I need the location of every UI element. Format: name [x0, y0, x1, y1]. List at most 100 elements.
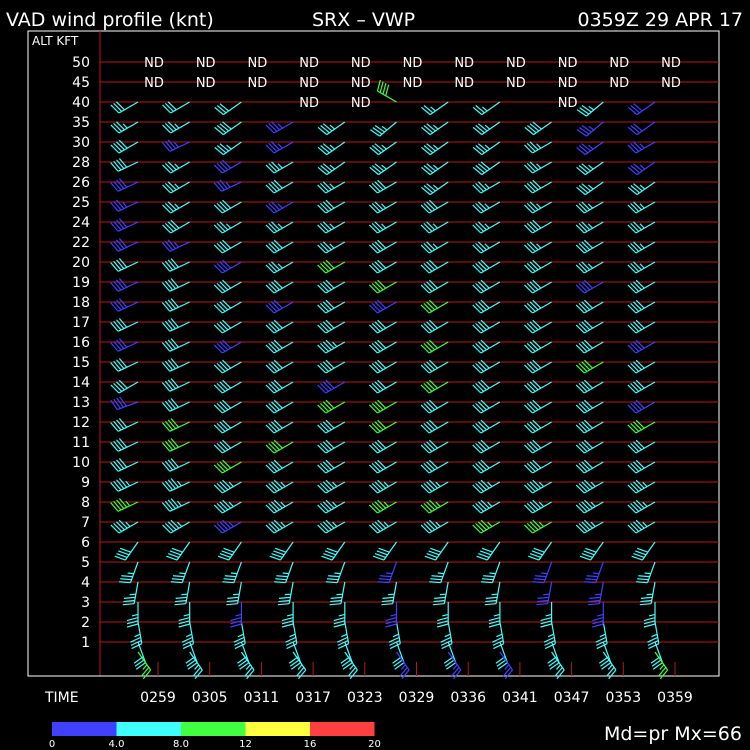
barb-flag	[175, 599, 187, 603]
barb-flag	[475, 502, 485, 512]
altitude-tick-label: 13	[72, 395, 90, 411]
barb-flag	[194, 669, 203, 680]
barb-flag	[116, 299, 125, 309]
barb-flag	[110, 262, 119, 272]
barb-flag	[368, 484, 378, 494]
wind-barb	[292, 651, 307, 680]
barb-half-flag	[484, 144, 491, 150]
wind-barb	[602, 651, 617, 680]
wind-barb	[213, 221, 242, 234]
barb-flag	[377, 499, 387, 509]
barb-flag	[475, 242, 485, 252]
barb-flag	[271, 141, 281, 151]
barb-flag	[216, 342, 226, 352]
barb-flag	[420, 444, 430, 454]
barb-flag	[110, 342, 119, 352]
barb-flag	[319, 262, 329, 272]
barb-shaft	[117, 301, 139, 312]
barb-flag	[167, 299, 177, 309]
barb-flag	[171, 547, 183, 553]
barb-flag	[271, 481, 281, 491]
barb-flag	[161, 442, 171, 452]
barb-shaft	[223, 141, 242, 156]
barb-shaft	[377, 401, 397, 414]
barb-flag	[584, 479, 593, 489]
barb-flag	[576, 109, 587, 117]
barb-flag	[632, 521, 642, 531]
barb-half-flag	[174, 183, 180, 189]
barb-shaft	[325, 521, 346, 534]
barb-half-flag	[183, 613, 190, 617]
barb-flag	[423, 442, 433, 452]
barb-flag	[480, 399, 490, 409]
barb-flag	[224, 575, 237, 578]
barb-shaft	[117, 481, 139, 492]
barb-flag	[423, 462, 433, 472]
barb-flag	[268, 162, 278, 172]
barb-flag	[630, 165, 640, 174]
barb-flag	[167, 439, 177, 449]
barb-shaft	[532, 421, 552, 434]
wind-barb	[472, 161, 501, 176]
barb-flag	[421, 186, 431, 196]
barb-flag	[529, 381, 539, 391]
barb-flag	[377, 279, 387, 289]
barb-flag	[528, 555, 540, 561]
barb-flag	[285, 636, 297, 643]
barb-shaft	[170, 201, 190, 214]
barb-flag	[483, 575, 495, 578]
barb-shaft	[635, 341, 656, 354]
barb-flag	[584, 239, 593, 249]
barb-shaft	[636, 121, 656, 136]
barb-flag	[115, 121, 125, 131]
barb-half-flag	[329, 144, 336, 150]
barb-shaft	[117, 361, 139, 372]
barb-flag	[374, 421, 384, 431]
barb-flag	[374, 181, 384, 191]
barb-flag	[579, 127, 590, 135]
barb-flag	[371, 422, 381, 432]
barb-shaft	[170, 221, 190, 234]
wind-barb	[480, 561, 501, 584]
wind-barb	[575, 319, 604, 334]
barb-flag	[164, 440, 174, 451]
barb-half-flag	[134, 633, 141, 638]
barb-shaft	[292, 651, 307, 671]
barb-shaft	[495, 581, 501, 604]
wind-barb	[110, 358, 139, 372]
barb-flag	[393, 659, 404, 667]
barb-flag	[216, 145, 227, 154]
barb-flag	[426, 123, 436, 132]
barb-flag	[319, 182, 329, 192]
barb-flag	[322, 301, 332, 311]
barb-flag	[164, 300, 174, 311]
wind-barb	[368, 279, 397, 294]
barb-flag	[377, 479, 387, 489]
barb-shaft	[635, 201, 656, 214]
rms-legend-tick: 8.0	[173, 739, 189, 750]
barb-flag	[161, 482, 171, 492]
barb-flag	[529, 341, 539, 351]
barb-shaft	[584, 141, 604, 156]
barb-flag	[532, 399, 542, 409]
time-tick-label: 0311	[244, 690, 280, 706]
barb-flag	[222, 581, 234, 584]
barb-flag	[389, 639, 401, 646]
barb-flag	[482, 578, 494, 581]
barb-flag	[578, 442, 588, 452]
wind-barb	[110, 379, 139, 394]
rms-color-legend: 0 4.0 8.0 12 16 20	[49, 722, 381, 750]
wind-barb	[575, 479, 604, 494]
barb-flag	[116, 219, 125, 229]
barb-flag	[317, 264, 327, 274]
barb-flag	[216, 262, 226, 272]
wind-barb	[368, 359, 397, 374]
barb-shaft	[273, 261, 294, 274]
wind-barb	[368, 299, 397, 314]
barb-flag	[114, 555, 126, 561]
barb-flag	[271, 341, 281, 351]
wind-barb	[265, 201, 294, 214]
barb-flag	[420, 424, 430, 434]
barb-flag	[319, 442, 329, 452]
barb-flag	[475, 482, 485, 492]
